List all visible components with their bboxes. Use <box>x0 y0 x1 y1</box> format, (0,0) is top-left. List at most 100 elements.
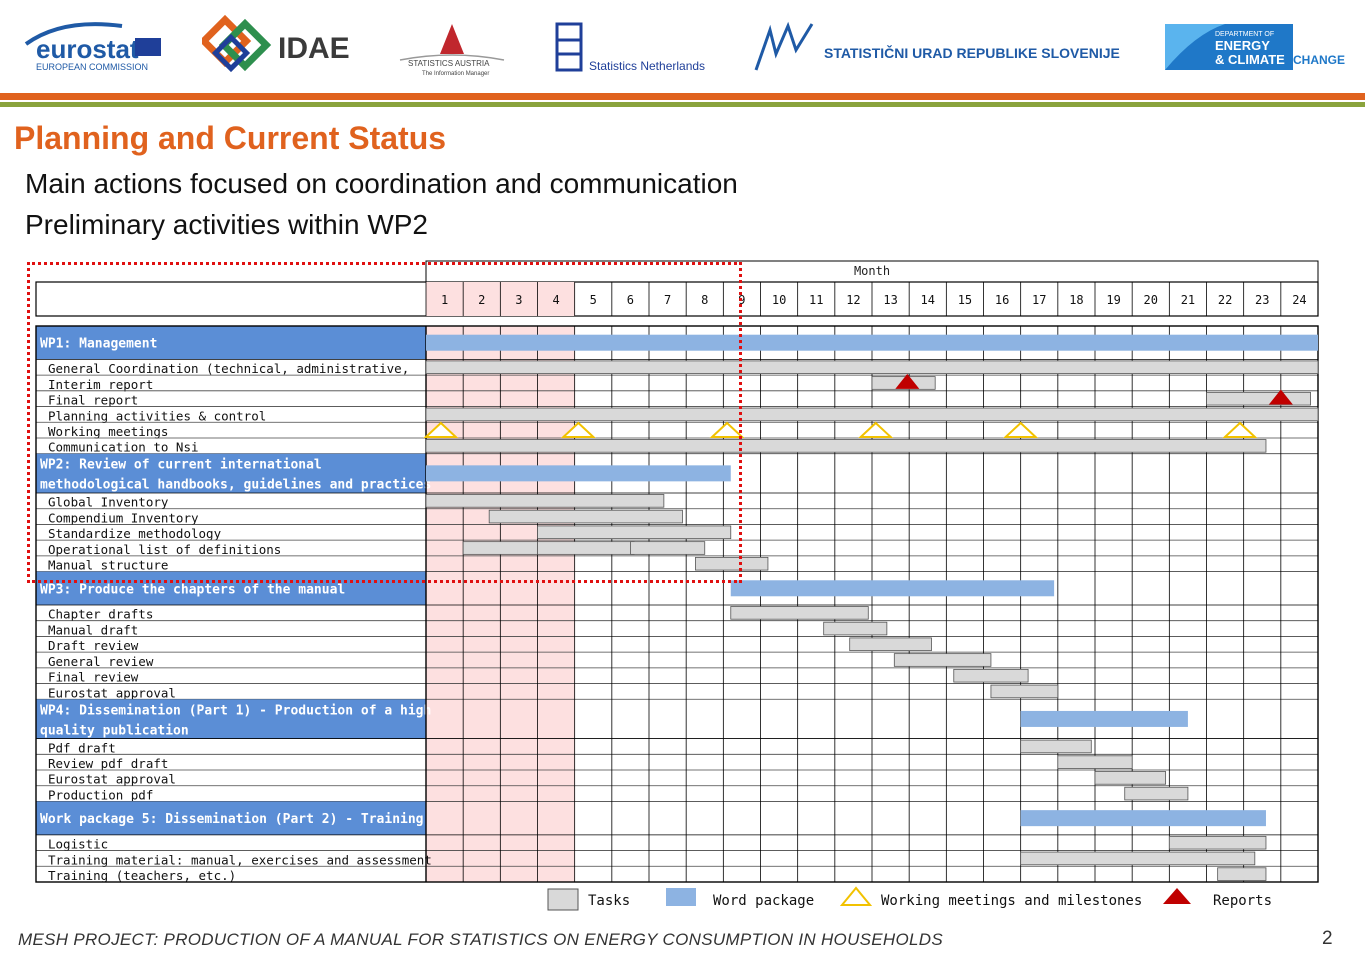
task-bar <box>1020 851 1256 866</box>
wp-title: Work package 5: Dissemination (Part 2) -… <box>40 812 424 827</box>
legend-word-package-swatch <box>666 888 696 906</box>
month-number-row <box>35 281 1319 317</box>
task-label: Review pdf draft <box>48 756 168 771</box>
wp-title-line2: quality publication <box>40 723 189 738</box>
statistics-austria-logo-text: STATISTICS AUSTRIA <box>408 59 490 68</box>
gantt-frame <box>35 325 1319 883</box>
task-bar <box>893 653 992 667</box>
report-triangle <box>895 373 920 389</box>
statistics-netherlands-logo-text: Statistics Netherlands <box>589 59 705 73</box>
month-number-19: 19 <box>1106 293 1120 307</box>
task-label: Interim report <box>48 377 153 392</box>
task-label: Eurostat approval <box>48 772 176 787</box>
legend-tasks-label: Tasks <box>588 893 630 909</box>
month-number-12: 12 <box>846 293 860 307</box>
task-label: Final review <box>48 670 139 685</box>
month-number-23: 23 <box>1255 293 1269 307</box>
month-number-13: 13 <box>883 293 897 307</box>
legend-word-package-label: Word package <box>713 893 814 909</box>
decc-logo: DEPARTMENT OF ENERGY & CLIMATE CHANGE <box>1165 14 1345 78</box>
decc-logo-text3: & CLIMATE <box>1215 52 1285 67</box>
task-label: Draft review <box>48 638 139 653</box>
month-number-20: 20 <box>1144 293 1158 307</box>
task-bar <box>425 439 1267 453</box>
task-bar <box>630 541 706 555</box>
highlight-month-2-header <box>463 282 501 316</box>
month-number-15: 15 <box>958 293 972 307</box>
task-label: Training material: manual, exercises and… <box>48 852 432 867</box>
month-number-22: 22 <box>1218 293 1232 307</box>
month-number-17: 17 <box>1032 293 1046 307</box>
task-bar <box>488 509 683 524</box>
month-number-1: 1 <box>441 293 448 307</box>
decc-logo-text1: DEPARTMENT OF <box>1215 31 1274 38</box>
task-bar <box>990 684 1059 699</box>
wp-title: WP2: Review of current international <box>40 458 322 473</box>
wp-title: WP3: Produce the chapters of the manual <box>40 582 345 597</box>
wp-header-cell <box>36 801 426 835</box>
month-number-21: 21 <box>1181 293 1195 307</box>
wp-title-line2: methodological handbooks, guidelines and… <box>40 478 431 493</box>
task-label: Logistic <box>48 837 108 852</box>
milestone-triangle <box>560 421 596 438</box>
wp-title: WP4: Dissemination (Part 1) - Production… <box>40 703 431 718</box>
month-number-10: 10 <box>772 293 786 307</box>
eurostat-logo-sub: EUROPEAN COMMISSION <box>36 62 148 72</box>
task-bar <box>462 541 538 555</box>
month-number-6: 6 <box>627 293 634 307</box>
surs-logo: STATISTIČNI URAD REPUBLIKE SLOVENIJE <box>752 14 1142 78</box>
subtitle-coordination: Main actions focused on coordination and… <box>25 168 738 199</box>
task-label: General review <box>48 654 154 669</box>
eurostat-logo-text: eurostat <box>36 34 139 64</box>
task-label: Working meetings <box>48 424 168 439</box>
task-bar <box>1020 739 1092 754</box>
idae-logo-text: IDAE <box>278 32 350 65</box>
task-bar <box>1168 835 1267 850</box>
month-number-16: 16 <box>995 293 1009 307</box>
idae-logo: IDAE <box>198 14 362 78</box>
task-label: Standardize methodology <box>48 526 222 541</box>
task-bar <box>695 556 769 571</box>
legend-tasks-swatch <box>547 888 579 911</box>
task-bar <box>425 494 665 508</box>
task-bar <box>537 525 732 540</box>
wp-bar <box>426 334 1318 351</box>
task-bar <box>730 606 869 620</box>
month-label: Month <box>854 264 890 278</box>
highlight-month-1-header <box>426 282 464 316</box>
task-label: Operational list of definitions <box>48 542 281 557</box>
task-label: Planning activities & control <box>48 408 266 423</box>
task-bar <box>537 541 635 555</box>
decc-logo-text2: ENERGY <box>1215 38 1270 53</box>
statistics-austria-logo-sub: The Information Manager <box>422 71 489 77</box>
wp-title: WP1: Management <box>40 337 157 352</box>
header-stripe-orange <box>0 93 1365 100</box>
task-bar <box>1124 786 1189 801</box>
task-bar <box>1057 755 1133 769</box>
page-number: 2 <box>1322 928 1333 949</box>
wp-header-cell <box>36 699 426 739</box>
report-triangle <box>1268 389 1293 405</box>
month-number-4: 4 <box>552 293 559 307</box>
legend-reports-label: Reports <box>1213 893 1272 909</box>
task-label: Pdf draft <box>48 740 116 755</box>
milestone-triangle <box>709 421 745 438</box>
milestone-triangle <box>858 421 894 438</box>
task-label: Production pdf <box>48 787 153 802</box>
month-number-3: 3 <box>515 293 522 307</box>
task-label: Global Inventory <box>48 495 169 510</box>
wp-bar <box>1020 810 1266 827</box>
task-bar <box>823 621 888 636</box>
statistics-netherlands-logo: Statistics Netherlands <box>553 14 713 78</box>
task-bar <box>1206 391 1311 406</box>
task-label: Eurostat approval <box>48 685 176 700</box>
footer-project-title: MESH PROJECT: PRODUCTION OF A MANUAL FOR… <box>18 930 943 949</box>
task-bar <box>425 360 1319 375</box>
milestone-triangle <box>1003 421 1039 438</box>
month-number-5: 5 <box>590 293 597 307</box>
task-label: Training (teachers, etc.) <box>48 868 236 883</box>
highlight-month-3-header <box>500 282 538 316</box>
page-title: Planning and Current Status <box>14 120 447 156</box>
header-stripe-green <box>0 102 1365 107</box>
